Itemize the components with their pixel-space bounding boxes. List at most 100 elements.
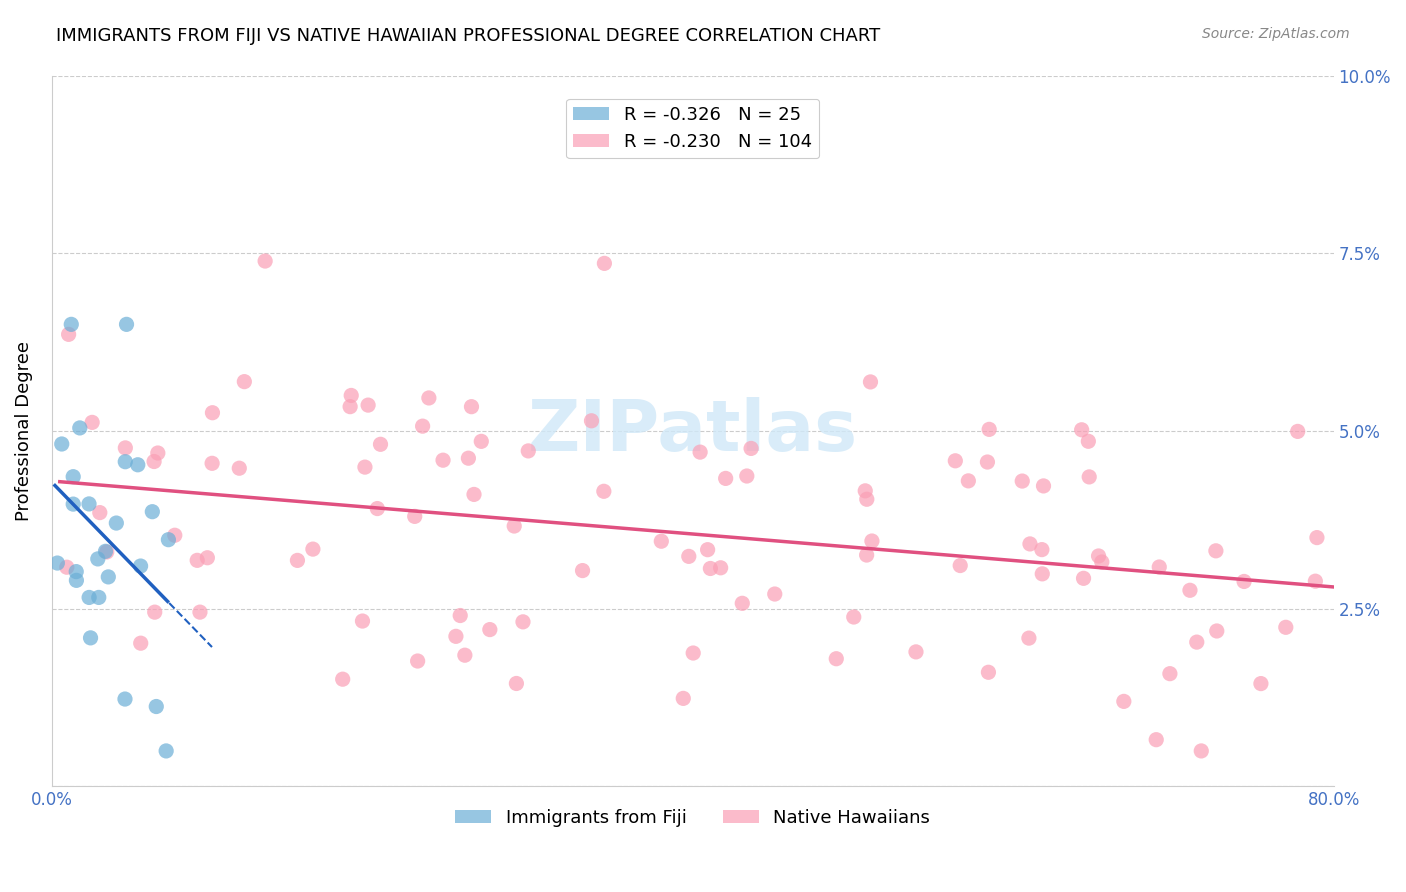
Native Hawaiians <box>842 610 865 624</box>
Immigrants from Fiji <box>46 556 69 570</box>
Native Hawaiians <box>89 506 111 520</box>
Immigrants from Fiji <box>105 516 128 530</box>
Native Hawaiians <box>689 445 711 459</box>
Native Hawaiians <box>825 651 848 665</box>
Native Hawaiians <box>1250 676 1272 690</box>
Native Hawaiians <box>188 605 211 619</box>
Native Hawaiians <box>592 484 614 499</box>
Native Hawaiians <box>763 587 786 601</box>
Native Hawaiians <box>444 629 467 643</box>
Native Hawaiians <box>332 672 354 686</box>
Immigrants from Fiji <box>141 505 163 519</box>
Native Hawaiians <box>460 400 482 414</box>
Native Hawaiians <box>412 419 434 434</box>
Native Hawaiians <box>1189 744 1212 758</box>
Immigrants from Fiji <box>157 533 180 547</box>
Immigrants from Fiji <box>155 744 177 758</box>
Immigrants from Fiji <box>114 455 136 469</box>
Native Hawaiians <box>1091 555 1114 569</box>
Native Hawaiians <box>228 461 250 475</box>
Immigrants from Fiji <box>77 497 100 511</box>
Text: ZIPatlas: ZIPatlas <box>527 397 858 466</box>
Native Hawaiians <box>1112 694 1135 708</box>
Native Hawaiians <box>357 398 380 412</box>
Native Hawaiians <box>1031 566 1053 581</box>
Immigrants from Fiji <box>60 318 83 332</box>
Native Hawaiians <box>201 456 224 470</box>
Text: Source: ZipAtlas.com: Source: ZipAtlas.com <box>1202 27 1350 41</box>
Native Hawaiians <box>581 414 603 428</box>
Native Hawaiians <box>1019 537 1042 551</box>
Native Hawaiians <box>1205 544 1227 558</box>
Native Hawaiians <box>1205 624 1227 638</box>
Native Hawaiians <box>1073 571 1095 585</box>
Native Hawaiians <box>470 434 492 449</box>
Native Hawaiians <box>58 327 80 342</box>
Native Hawaiians <box>143 454 166 468</box>
Native Hawaiians <box>1070 423 1092 437</box>
Immigrants from Fiji <box>87 552 110 566</box>
Native Hawaiians <box>233 375 256 389</box>
Native Hawaiians <box>1144 732 1167 747</box>
Native Hawaiians <box>195 550 218 565</box>
Immigrants from Fiji <box>77 591 100 605</box>
Native Hawaiians <box>478 623 501 637</box>
Native Hawaiians <box>406 654 429 668</box>
Native Hawaiians <box>339 400 361 414</box>
Native Hawaiians <box>457 451 479 466</box>
Native Hawaiians <box>714 471 737 485</box>
Native Hawaiians <box>593 256 616 270</box>
Native Hawaiians <box>650 534 672 549</box>
Native Hawaiians <box>1306 531 1329 545</box>
Y-axis label: Professional Degree: Professional Degree <box>15 341 32 521</box>
Native Hawaiians <box>163 528 186 542</box>
Native Hawaiians <box>678 549 700 564</box>
Immigrants from Fiji <box>97 570 120 584</box>
Native Hawaiians <box>287 553 309 567</box>
Native Hawaiians <box>354 460 377 475</box>
Native Hawaiians <box>1185 635 1208 649</box>
Native Hawaiians <box>735 469 758 483</box>
Native Hawaiians <box>454 648 477 663</box>
Native Hawaiians <box>302 542 325 557</box>
Native Hawaiians <box>146 446 169 460</box>
Immigrants from Fiji <box>115 318 138 332</box>
Native Hawaiians <box>505 676 527 690</box>
Native Hawaiians <box>856 492 879 507</box>
Native Hawaiians <box>855 548 877 562</box>
Native Hawaiians <box>352 614 374 628</box>
Native Hawaiians <box>1178 583 1201 598</box>
Native Hawaiians <box>340 388 363 402</box>
Native Hawaiians <box>254 254 277 268</box>
Native Hawaiians <box>1286 425 1309 439</box>
Native Hawaiians <box>957 474 980 488</box>
Native Hawaiians <box>503 519 526 533</box>
Native Hawaiians <box>979 422 1001 436</box>
Native Hawaiians <box>740 442 762 456</box>
Native Hawaiians <box>201 406 224 420</box>
Native Hawaiians <box>976 455 998 469</box>
Native Hawaiians <box>1149 560 1171 574</box>
Native Hawaiians <box>1275 620 1298 634</box>
Native Hawaiians <box>517 443 540 458</box>
Native Hawaiians <box>96 545 118 559</box>
Native Hawaiians <box>859 375 882 389</box>
Native Hawaiians <box>56 560 79 574</box>
Native Hawaiians <box>449 608 471 623</box>
Native Hawaiians <box>114 441 136 455</box>
Native Hawaiians <box>571 564 593 578</box>
Immigrants from Fiji <box>145 699 167 714</box>
Native Hawaiians <box>1233 574 1256 589</box>
Native Hawaiians <box>1078 470 1101 484</box>
Immigrants from Fiji <box>87 591 110 605</box>
Native Hawaiians <box>977 665 1000 680</box>
Native Hawaiians <box>129 636 152 650</box>
Native Hawaiians <box>1018 631 1040 645</box>
Immigrants from Fiji <box>62 469 84 483</box>
Native Hawaiians <box>1159 666 1181 681</box>
Native Hawaiians <box>696 542 718 557</box>
Native Hawaiians <box>143 605 166 619</box>
Native Hawaiians <box>186 553 208 567</box>
Immigrants from Fiji <box>69 421 91 435</box>
Native Hawaiians <box>853 483 876 498</box>
